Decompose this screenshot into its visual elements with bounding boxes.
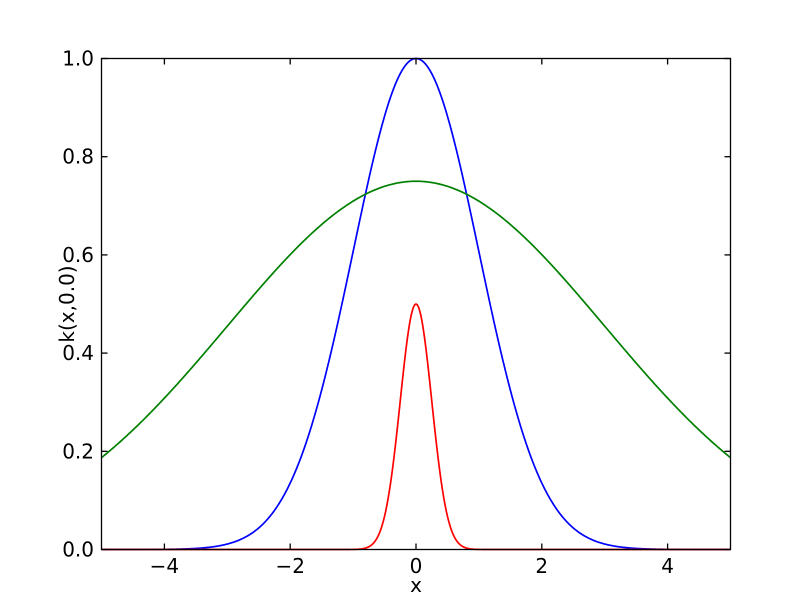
- x-tick-label: 4: [661, 554, 674, 578]
- kernel-curve-rbf-kernel-variance-0.5-lengthscale-0.25: [101, 303, 731, 551]
- tick-labels-layer: −4 −2 0 2 4 0.0 0.2 0.4 0.6 0.8 1.0: [62, 47, 674, 579]
- x-tick-label: 2: [535, 554, 548, 578]
- axes-layer: [100, 57, 732, 551]
- y-tick-label: 0.0: [62, 538, 94, 562]
- x-tick-label: −4: [150, 554, 179, 578]
- y-tick-label: 0.4: [62, 341, 94, 365]
- y-tick-label: 0.8: [62, 145, 94, 169]
- y-tick-label: 1.0: [62, 47, 94, 71]
- x-axis-label: x: [410, 573, 422, 597]
- y-tick-label: 0.2: [62, 439, 94, 463]
- y-tick-label: 0.6: [62, 243, 94, 267]
- x-tick-label: −2: [275, 554, 304, 578]
- y-axis-label: k(x,0.0): [55, 265, 79, 342]
- curves-layer: [100, 57, 732, 551]
- kernel-curve-rbf-kernel-variance-0.75-lengthscale-3.0: [100, 180, 732, 459]
- x-tick-label: 0: [410, 554, 423, 578]
